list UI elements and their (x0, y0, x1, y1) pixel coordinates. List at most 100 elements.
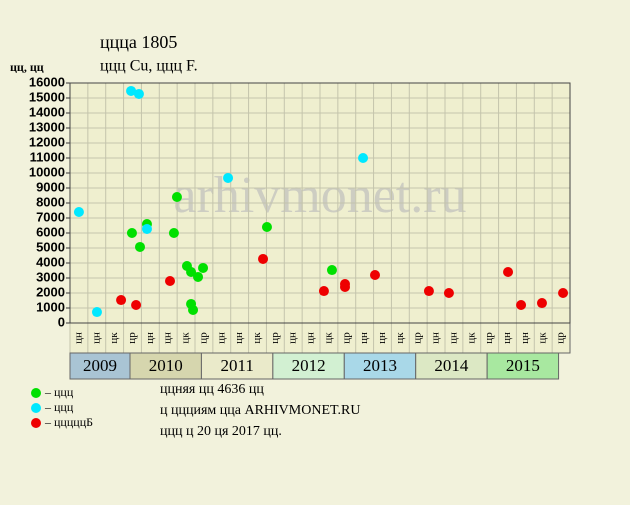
column-label: цн (358, 332, 370, 344)
point (131, 300, 142, 310)
y-tick-label: 3000 (36, 269, 65, 284)
point (73, 207, 84, 217)
column-label: цр (126, 332, 138, 344)
column-label: цк (322, 332, 334, 344)
plot-frame (69, 82, 571, 324)
point (370, 270, 380, 280)
y-tick-label: 14000 (29, 104, 65, 119)
point (443, 288, 454, 298)
column-label: цр (555, 332, 567, 344)
note: ццняя цц 4636 цц (160, 382, 264, 397)
point (423, 286, 434, 297)
point (536, 298, 547, 309)
point (503, 267, 514, 277)
column-label: цн (447, 332, 459, 344)
column-label: цн (305, 332, 317, 344)
point (318, 286, 329, 297)
legend-label: – цццццБ (44, 415, 93, 429)
point (186, 267, 197, 277)
y-tick-label: 6000 (36, 224, 65, 239)
y-tick-label: 12000 (29, 134, 65, 149)
y-tick-label: 8000 (36, 194, 65, 209)
y-tick-label: 15000 (29, 89, 65, 104)
y-axis-label: цц, цц (10, 60, 44, 74)
y-tick-label: 5000 (36, 239, 65, 254)
column-label: цн (215, 332, 227, 344)
chart-title: ццца 1805 (100, 32, 177, 52)
y-tick-label: 9000 (36, 179, 65, 194)
point (558, 288, 569, 298)
y-tick-label: 7000 (36, 209, 65, 224)
column-label: цн (72, 332, 84, 344)
column-label: цн (90, 332, 102, 344)
column-label: цр (483, 332, 495, 344)
y-tick-label: 11000 (30, 149, 65, 164)
column-label: цк (108, 332, 120, 344)
point (135, 241, 145, 252)
point (223, 172, 234, 183)
year-label: 2015 (506, 356, 540, 375)
point (126, 228, 137, 238)
y-tick-label: 1000 (36, 299, 65, 314)
column-label: цк (465, 332, 477, 344)
year-label: 2014 (434, 356, 469, 375)
point (358, 153, 369, 163)
column-label: цк (180, 332, 192, 344)
column-label: цн (376, 332, 388, 344)
year-label: 2011 (220, 356, 253, 375)
point (261, 222, 272, 232)
legend-marker (31, 418, 41, 428)
y-tick-label: 10000 (29, 164, 65, 179)
column-label: цн (430, 332, 442, 344)
column-label: цн (233, 332, 245, 344)
column-label: цн (144, 332, 156, 344)
note: ццц ц 20 ця 2017 цц. (160, 424, 282, 439)
column-label: цр (340, 332, 352, 344)
point (258, 253, 269, 264)
year-label: 2013 (363, 356, 397, 375)
column-label: цн (501, 332, 513, 344)
y-tick-label: 4000 (36, 254, 65, 269)
point (141, 223, 152, 234)
year-band (415, 352, 488, 380)
note: ц ццциям цца ARHIVMONET.RU (160, 403, 360, 418)
point (116, 295, 127, 306)
point (165, 276, 175, 286)
y-tick-label: 2000 (36, 284, 65, 299)
year-band (486, 352, 560, 380)
column-label: цк (251, 332, 263, 344)
year-band (343, 352, 417, 380)
point (133, 88, 144, 99)
legend-marker (31, 388, 41, 398)
legend-label: – ццц (44, 400, 74, 414)
year-band (129, 352, 202, 380)
point (193, 271, 204, 282)
legend-label: – ццц (44, 385, 74, 399)
point (516, 300, 527, 310)
point (340, 282, 350, 292)
column-label: цн (162, 332, 174, 344)
point (171, 192, 182, 202)
point (168, 228, 179, 238)
y-tick-label: 16000 (29, 74, 65, 89)
year-band (272, 352, 345, 380)
column-label: цн (287, 332, 299, 344)
column-label: цк (537, 332, 549, 344)
legend-marker (31, 403, 41, 413)
column-label: цр (197, 332, 209, 344)
chart-subtitle: ццц Cu, ццц F. (100, 58, 198, 75)
column-label: цк (394, 332, 406, 344)
point (326, 265, 337, 276)
column-label: цр (269, 332, 281, 344)
year-label: 2010 (149, 356, 183, 375)
point (188, 304, 199, 315)
year-label: 2009 (83, 356, 117, 375)
y-tick-label: 0 (58, 314, 65, 329)
column-label: цн (519, 332, 531, 344)
year-label: 2012 (292, 356, 326, 375)
point (198, 262, 209, 273)
column-label: цр (412, 332, 424, 344)
point (126, 85, 137, 96)
